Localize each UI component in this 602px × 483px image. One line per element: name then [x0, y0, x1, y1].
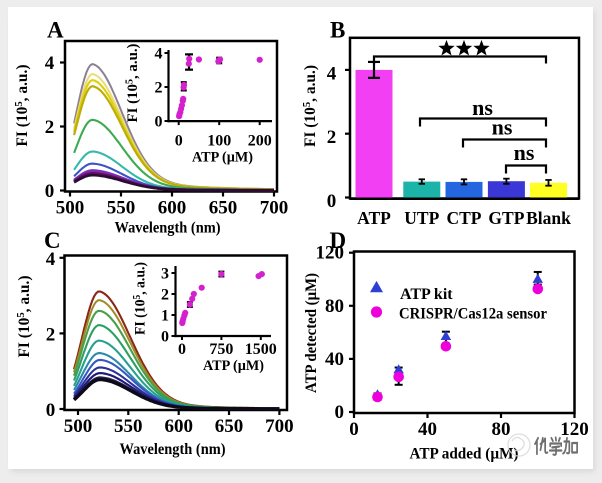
svg-text:0: 0	[155, 114, 163, 131]
svg-text:700: 700	[260, 198, 289, 219]
svg-text:2: 2	[45, 117, 55, 138]
svg-text:D: D	[330, 228, 347, 253]
svg-text:4: 4	[327, 63, 337, 84]
svg-text:FI (105, a.u.): FI (105, a.u.)	[13, 65, 31, 147]
svg-text:0: 0	[45, 181, 55, 202]
svg-text:GTP: GTP	[488, 208, 524, 228]
svg-text:ATP: ATP	[357, 208, 391, 228]
svg-text:120: 120	[316, 243, 345, 264]
svg-text:ns: ns	[492, 115, 513, 140]
svg-text:0: 0	[46, 400, 56, 421]
svg-text:FI (105, a.u.): FI (105, a.u.)	[125, 43, 142, 122]
svg-text:750: 750	[209, 341, 233, 358]
svg-text:FI (105, a.u.): FI (105, a.u.)	[301, 65, 319, 147]
svg-text:3: 3	[161, 266, 169, 283]
svg-text:ATP (µM): ATP (µM)	[192, 150, 253, 166]
svg-text:200: 200	[248, 133, 272, 150]
svg-text:100: 100	[207, 133, 231, 150]
svg-text:0: 0	[327, 191, 337, 212]
svg-text:C: C	[44, 228, 61, 253]
svg-text:80: 80	[492, 419, 511, 440]
svg-text:Wavelength (nm): Wavelength (nm)	[115, 220, 221, 237]
svg-text:1500: 1500	[245, 341, 277, 358]
svg-text:FI (105, a.u.): FI (105, a.u.)	[132, 262, 149, 335]
svg-text:120: 120	[560, 419, 589, 440]
svg-text:500: 500	[56, 198, 85, 219]
svg-text:4: 4	[46, 249, 56, 270]
svg-text:2: 2	[46, 324, 56, 345]
svg-text:Wavelength (nm): Wavelength (nm)	[120, 441, 226, 458]
svg-text:40: 40	[418, 419, 437, 440]
svg-text:40: 40	[325, 349, 344, 370]
svg-text:4: 4	[45, 53, 55, 74]
svg-text:4: 4	[155, 46, 163, 63]
svg-text:600: 600	[158, 198, 187, 219]
svg-text:UTP: UTP	[404, 208, 439, 228]
svg-text:1: 1	[161, 308, 169, 325]
svg-text:ATP added (µM): ATP added (µM)	[410, 446, 519, 463]
svg-text:2: 2	[155, 80, 163, 97]
svg-text:650: 650	[215, 416, 244, 437]
svg-text:Blank: Blank	[526, 208, 571, 228]
svg-text:2: 2	[327, 127, 337, 148]
svg-text:550: 550	[114, 416, 143, 437]
svg-text:ns: ns	[514, 140, 535, 165]
svg-text:650: 650	[209, 198, 238, 219]
svg-text:ATP (µM): ATP (µM)	[203, 358, 264, 374]
svg-text:80: 80	[325, 296, 344, 317]
svg-text:B: B	[330, 18, 345, 43]
svg-text:0: 0	[178, 341, 186, 358]
svg-text:600: 600	[164, 416, 193, 437]
svg-text:ns: ns	[472, 95, 493, 120]
svg-text:0: 0	[175, 133, 183, 150]
svg-text:700: 700	[265, 416, 294, 437]
svg-text:FI (105, a.u.): FI (105, a.u.)	[15, 276, 33, 358]
svg-text:ATP kit: ATP kit	[400, 286, 453, 303]
svg-text:A: A	[47, 18, 64, 43]
svg-text:0: 0	[161, 329, 169, 346]
svg-text:CRISPR/Cas12a sensor: CRISPR/Cas12a sensor	[399, 306, 547, 323]
svg-text:0: 0	[349, 419, 359, 440]
svg-text:2: 2	[161, 287, 169, 304]
svg-text:ATP detected (µM): ATP detected (µM)	[303, 273, 320, 393]
svg-text:CTP: CTP	[447, 208, 482, 228]
svg-text:0: 0	[335, 402, 345, 423]
svg-text:550: 550	[107, 198, 136, 219]
svg-text:500: 500	[64, 416, 93, 437]
